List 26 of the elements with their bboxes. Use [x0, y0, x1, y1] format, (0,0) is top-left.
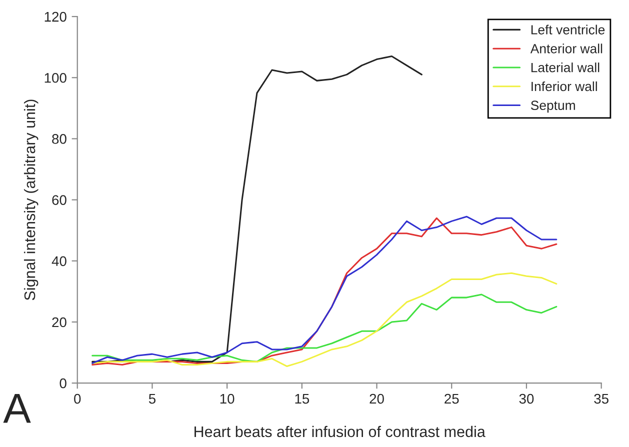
line-series: [92, 272, 558, 368]
y-tick-label: 120: [44, 12, 66, 22]
x-tick-label: 35: [594, 394, 608, 404]
legend-label: Inferior wall: [532, 81, 597, 92]
legend-label: Laterial wall: [531, 62, 600, 72]
x-tick-label: 25: [444, 394, 459, 404]
y-tick-label: 100: [44, 72, 66, 83]
y-tick-label: 80: [52, 134, 66, 144]
text: A: [3, 394, 31, 423]
x-tick-label: 10: [220, 394, 234, 404]
line-series: [92, 55, 422, 362]
x-tick-label: 15: [295, 394, 310, 404]
x-tick-label: 0: [74, 394, 81, 404]
x-tick-label: 30: [519, 394, 534, 404]
legend-label: Septum: [530, 100, 575, 113]
legend-label: Anterior wall: [530, 44, 602, 54]
x-tick-label: 20: [370, 394, 384, 404]
y-tick-label: 40: [52, 256, 66, 266]
y-tick-label: 0: [60, 378, 66, 388]
y-tick-label: 20: [52, 317, 66, 328]
line-series: [92, 294, 558, 362]
legend-label: Left ventricle: [531, 24, 605, 34]
y-tick-label: 60: [52, 195, 66, 205]
y-axis-title: Signal intensity (arbitrary unit): [24, 100, 38, 300]
x-axis-title: Heart beats after infusion of contrast media: [194, 426, 486, 438]
x-tick-label: 5: [148, 394, 156, 404]
